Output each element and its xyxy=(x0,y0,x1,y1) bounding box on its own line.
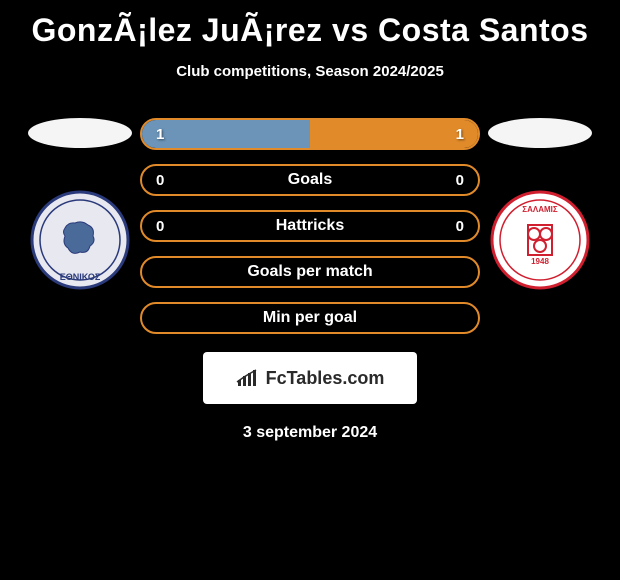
branding-chart-icon xyxy=(236,368,260,388)
branding-text: FcTables.com xyxy=(266,368,385,389)
subtitle: Club competitions, Season 2024/2025 xyxy=(176,63,444,80)
body-row: ΕΘΝΙΚΟΣ 1Matches1 0 Goals 0 0 Hattricks 0 Goals… xyxy=(0,118,620,334)
right-player-photo xyxy=(488,118,592,148)
stat-bar: 0 Goals 0 xyxy=(140,164,480,196)
stat-fill-left xyxy=(142,120,310,148)
left-team-name: ΕΘΝΙΚΟΣ xyxy=(60,272,101,282)
date-line: 3 september 2024 xyxy=(243,424,377,442)
stat-label: Goals xyxy=(288,171,332,189)
stat-bar: 1Matches1 xyxy=(140,118,480,150)
svg-text:1948: 1948 xyxy=(531,257,549,266)
stats-column: 1Matches1 0 Goals 0 0 Hattricks 0 Goals per mat… xyxy=(140,118,480,334)
stat-label: Min per goal xyxy=(263,309,357,327)
left-team-logo: ΕΘΝΙΚΟΣ xyxy=(30,190,130,290)
stat-label: Goals per match xyxy=(247,263,372,281)
left-column: ΕΘΝΙΚΟΣ xyxy=(20,118,140,290)
infographic-container: GonzÃ¡lez JuÃ¡rez vs Costa Santos Club c… xyxy=(0,0,620,442)
left-team-logo-svg: ΕΘΝΙΚΟΣ xyxy=(30,190,130,290)
stat-bar: Goals per match xyxy=(140,256,480,288)
right-team-logo: ΣΑΛΑΜΙΣ 1948 xyxy=(490,190,590,290)
stat-right-value: 1 xyxy=(456,126,464,143)
right-team-name: ΣΑΛΑΜΙΣ xyxy=(522,205,558,214)
stat-left-value: 1 xyxy=(156,126,164,143)
stat-right-value: 0 xyxy=(456,218,464,235)
stat-left-value: 0 xyxy=(156,218,164,235)
stat-label: Hattricks xyxy=(276,217,344,235)
page-title: GonzÃ¡lez JuÃ¡rez vs Costa Santos xyxy=(31,12,588,49)
stat-bar: 0 Hattricks 0 xyxy=(140,210,480,242)
stat-bar: Min per goal xyxy=(140,302,480,334)
stat-left-value: 0 xyxy=(156,172,164,189)
stat-right-value: 0 xyxy=(456,172,464,189)
stat-fill-right xyxy=(310,120,478,148)
right-column: ΣΑΛΑΜΙΣ 1948 xyxy=(480,118,600,290)
left-player-photo xyxy=(28,118,132,148)
branding-badge: FcTables.com xyxy=(203,352,417,404)
right-team-logo-svg: ΣΑΛΑΜΙΣ 1948 xyxy=(490,190,590,290)
